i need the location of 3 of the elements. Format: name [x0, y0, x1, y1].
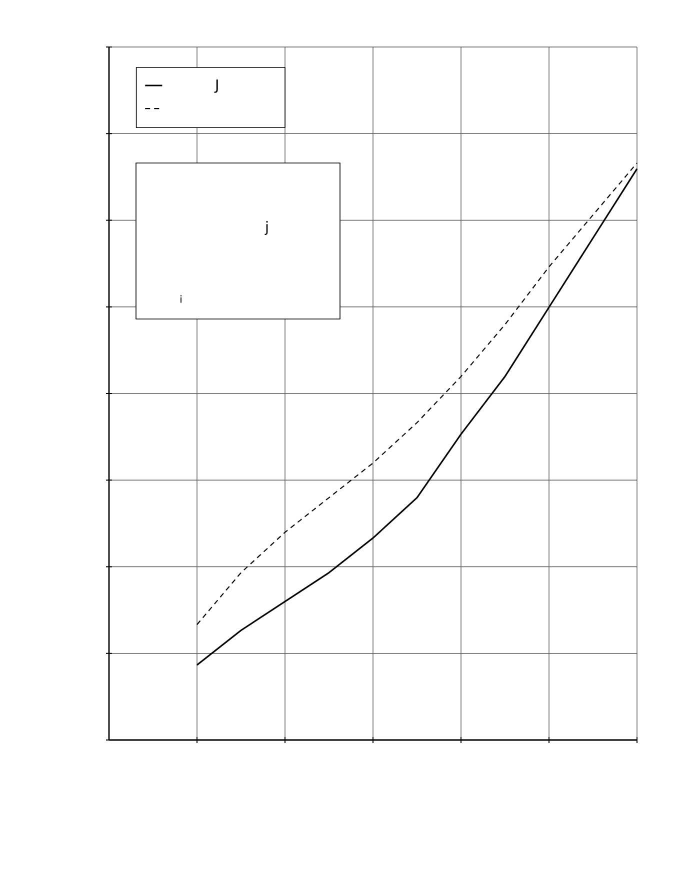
text: J: [214, 80, 218, 93]
annotation: j: [264, 221, 268, 235]
annotation: i: [180, 295, 182, 303]
